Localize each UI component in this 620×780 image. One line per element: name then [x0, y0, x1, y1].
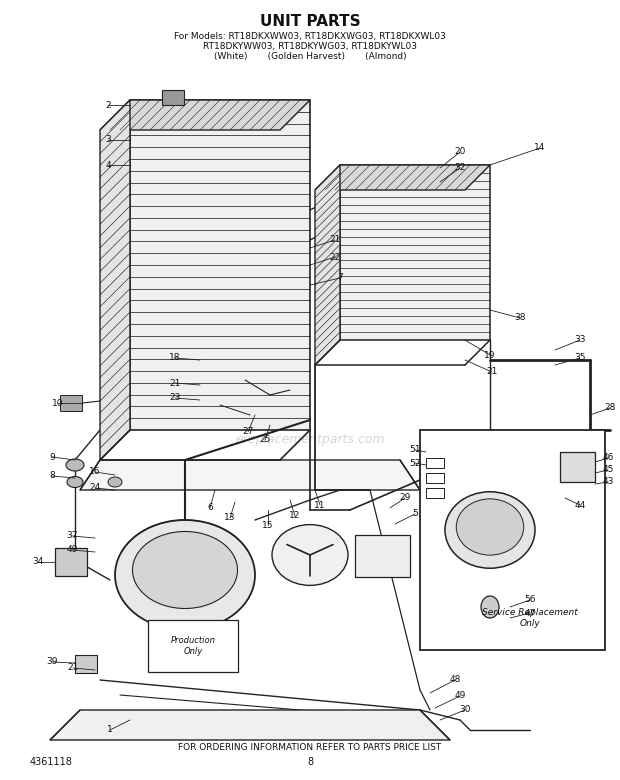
- Bar: [426, 458, 444, 468]
- Text: (White)       (Golden Harvest)       (Almond): (White) (Golden Harvest) (Almond): [214, 51, 406, 61]
- Bar: [355, 535, 410, 577]
- Polygon shape: [315, 165, 490, 190]
- Polygon shape: [50, 710, 450, 740]
- Text: 21: 21: [68, 664, 79, 672]
- Bar: [60, 395, 82, 411]
- Text: 56: 56: [525, 595, 536, 604]
- Text: 28: 28: [604, 403, 616, 413]
- Polygon shape: [80, 460, 420, 490]
- Bar: [426, 488, 444, 498]
- Ellipse shape: [108, 477, 122, 487]
- Text: Production
Only: Production Only: [170, 636, 215, 656]
- Text: 8: 8: [49, 471, 55, 480]
- Text: 52: 52: [409, 459, 421, 467]
- Ellipse shape: [456, 499, 524, 555]
- Text: 18: 18: [169, 353, 181, 363]
- Text: 13: 13: [224, 513, 236, 523]
- Polygon shape: [130, 100, 310, 430]
- Bar: [148, 620, 238, 672]
- Ellipse shape: [272, 525, 348, 586]
- Text: 11: 11: [314, 501, 326, 509]
- Text: 6: 6: [207, 504, 213, 512]
- Text: 49: 49: [454, 692, 466, 700]
- Text: 25: 25: [259, 435, 271, 445]
- Text: 8: 8: [307, 757, 313, 767]
- Bar: [75, 655, 97, 673]
- Text: UNIT PARTS: UNIT PARTS: [260, 15, 360, 30]
- Text: 15: 15: [262, 520, 274, 530]
- Text: 4: 4: [105, 161, 111, 169]
- Text: 16: 16: [89, 467, 100, 477]
- Text: 21: 21: [169, 378, 180, 388]
- Text: 9: 9: [49, 452, 55, 462]
- Text: 29: 29: [399, 494, 410, 502]
- Text: 1: 1: [107, 725, 113, 735]
- Ellipse shape: [133, 531, 237, 608]
- Text: 34: 34: [32, 558, 43, 566]
- Ellipse shape: [67, 477, 83, 488]
- Text: 35: 35: [574, 353, 586, 363]
- Bar: [162, 90, 184, 105]
- Text: 33: 33: [574, 335, 586, 345]
- Polygon shape: [340, 165, 490, 340]
- Ellipse shape: [115, 520, 255, 630]
- Text: 45: 45: [602, 466, 614, 474]
- Text: 51: 51: [409, 445, 421, 455]
- Text: 38: 38: [514, 314, 526, 322]
- Text: 22: 22: [329, 253, 340, 261]
- Polygon shape: [100, 100, 130, 460]
- Bar: [560, 452, 595, 482]
- Ellipse shape: [445, 491, 535, 569]
- Text: 4361118: 4361118: [30, 757, 73, 767]
- Text: 5: 5: [412, 509, 418, 519]
- Text: 46: 46: [602, 453, 614, 463]
- Text: 44: 44: [574, 501, 586, 509]
- Text: 39: 39: [46, 658, 58, 666]
- Text: 3: 3: [105, 136, 111, 144]
- Text: For Models: RT18DKXWW03, RT18DKXWG03, RT18DKXWL03: For Models: RT18DKXWW03, RT18DKXWG03, RT…: [174, 31, 446, 41]
- Text: 12: 12: [290, 512, 301, 520]
- Text: 21: 21: [486, 367, 498, 377]
- Text: 27: 27: [242, 427, 254, 437]
- Text: 48: 48: [450, 675, 461, 685]
- Text: 23: 23: [169, 393, 180, 402]
- Text: 30: 30: [459, 705, 471, 714]
- Text: 19: 19: [484, 350, 496, 360]
- Text: 24: 24: [89, 484, 100, 492]
- Text: 2: 2: [105, 101, 111, 109]
- Text: 43: 43: [602, 477, 614, 487]
- Polygon shape: [315, 165, 340, 365]
- Bar: [420, 430, 605, 650]
- Text: FOR ORDERING INFORMATION REFER TO PARTS PRICE LIST: FOR ORDERING INFORMATION REFER TO PARTS …: [179, 743, 441, 753]
- Text: Service Replacement
Only: Service Replacement Only: [482, 608, 578, 628]
- Text: 14: 14: [534, 144, 546, 153]
- Text: RT18DKYWW03, RT18DKYWG03, RT18DKYWL03: RT18DKYWW03, RT18DKYWG03, RT18DKYWL03: [203, 41, 417, 51]
- Polygon shape: [100, 100, 310, 130]
- Bar: [426, 473, 444, 483]
- Text: 10: 10: [52, 399, 64, 407]
- Text: 49: 49: [66, 545, 78, 555]
- Text: 20: 20: [454, 147, 466, 157]
- Ellipse shape: [66, 459, 84, 471]
- Ellipse shape: [481, 596, 499, 618]
- Text: 37: 37: [66, 531, 78, 541]
- Text: 47: 47: [525, 608, 536, 618]
- Text: ereplacementparts.com: ereplacementparts.com: [235, 434, 385, 446]
- Bar: [55, 548, 87, 576]
- Text: 32: 32: [454, 164, 466, 172]
- Text: 7: 7: [337, 274, 343, 282]
- Text: 21: 21: [329, 236, 340, 244]
